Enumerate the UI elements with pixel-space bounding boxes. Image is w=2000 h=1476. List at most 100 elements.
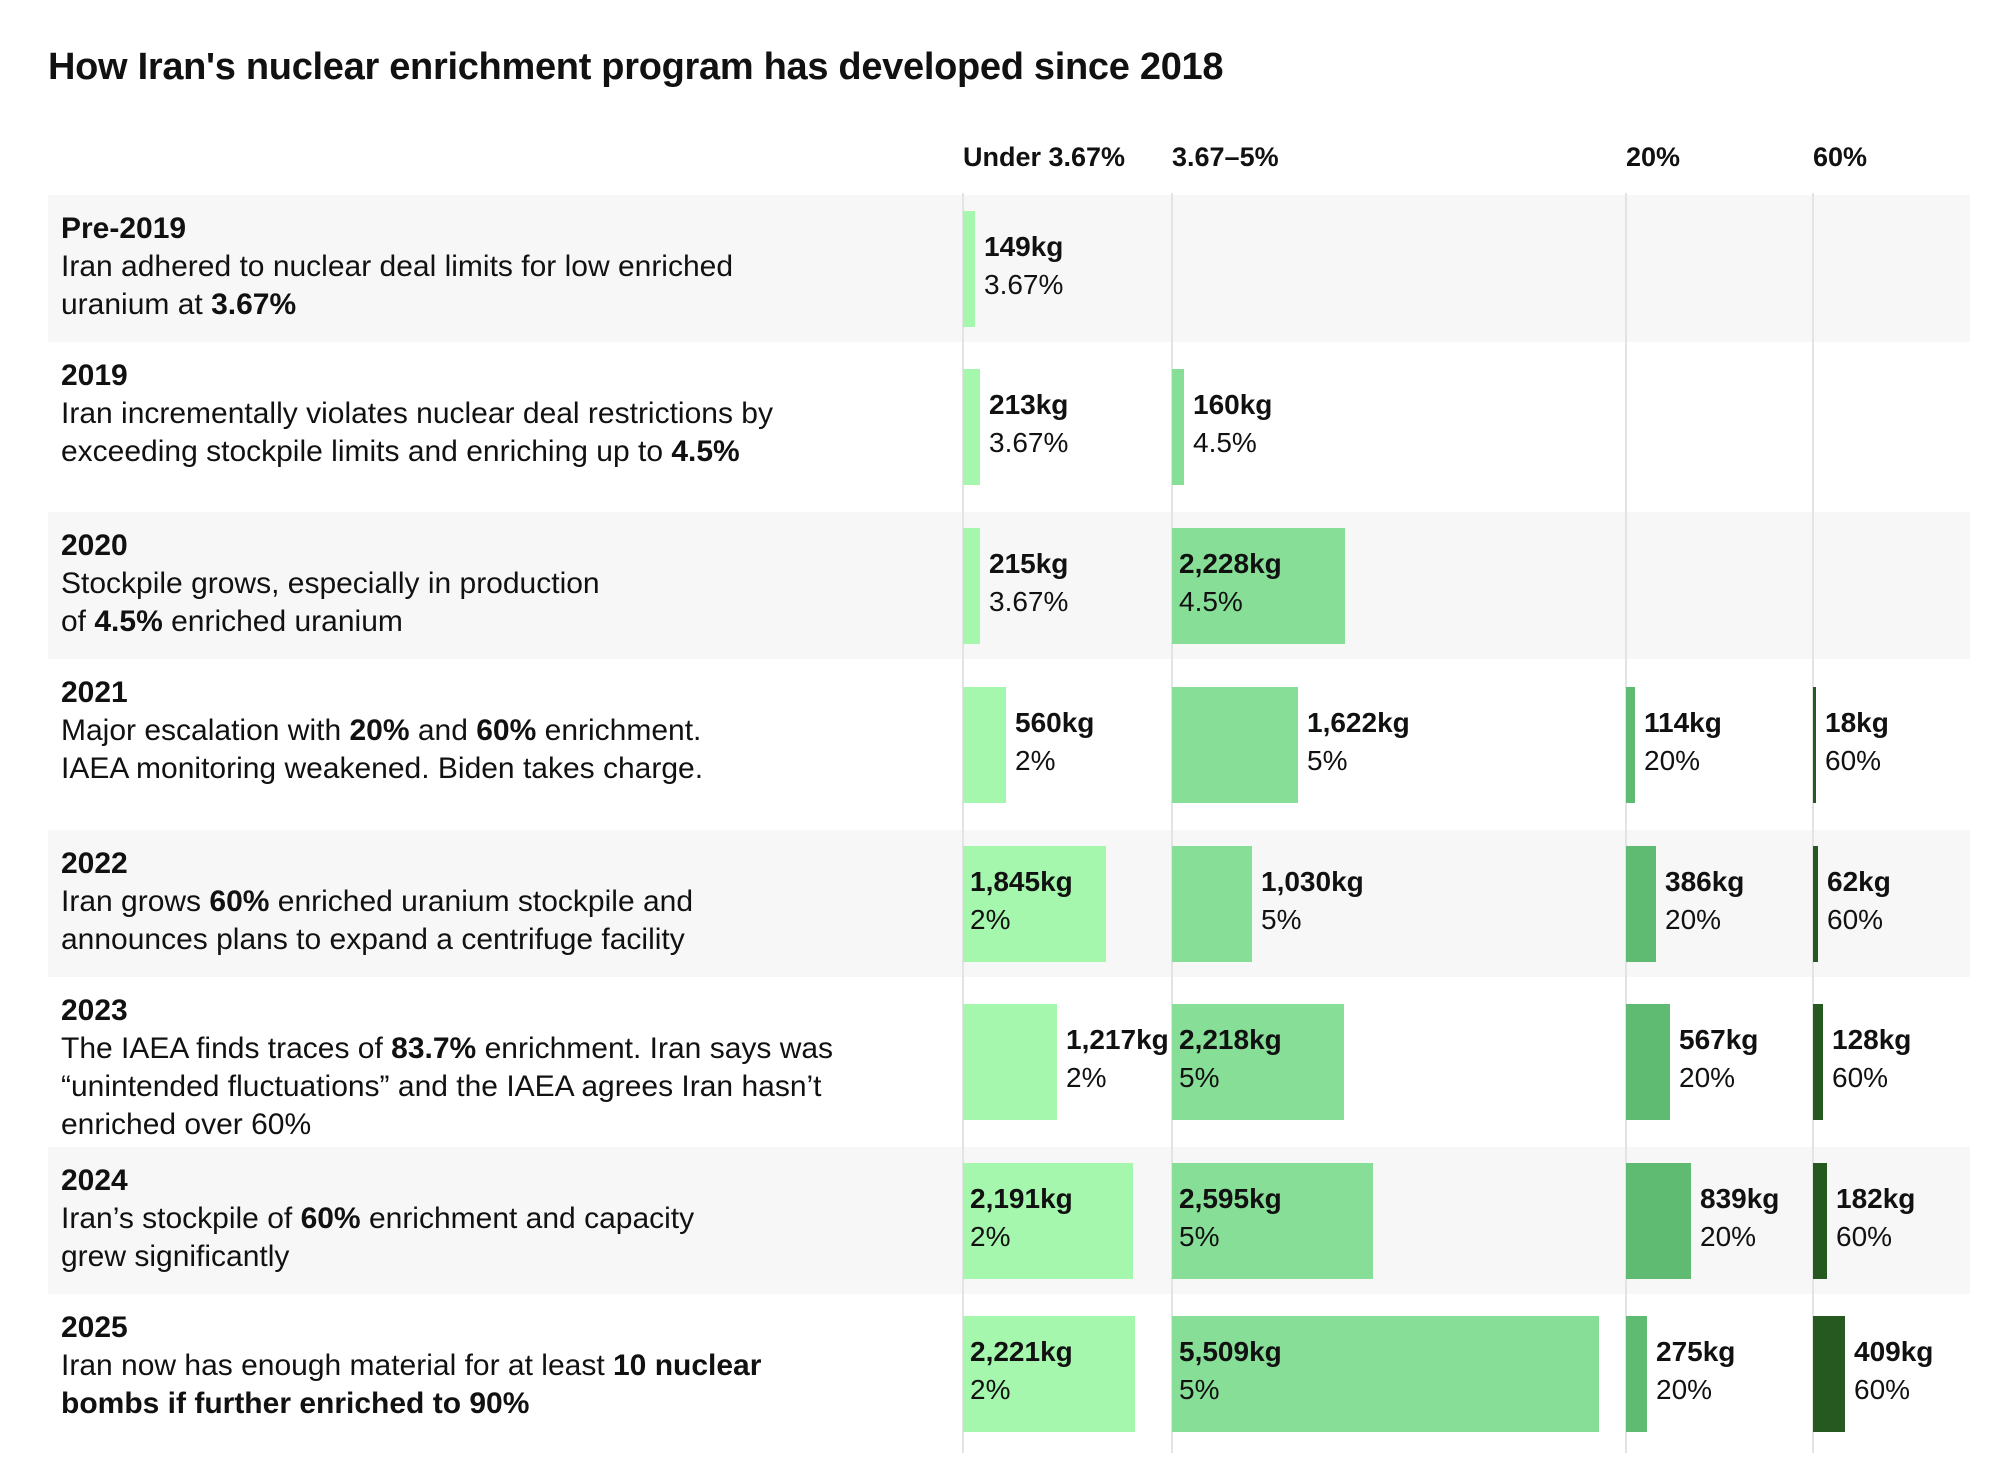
column-header-p60: 60% [1813,142,1868,172]
row-year: 2023 [61,994,128,1027]
bar-label-mid: 160kg 4.5% [1193,386,1272,462]
bar-percent-label: 3.67% [989,427,1069,458]
bar-value-label: 215kg [989,548,1069,579]
bar-p60 [1813,687,1816,803]
description-emphasis: 60% [476,714,537,747]
bar-under [963,687,1006,803]
row-year: Pre-2019 [61,212,187,245]
bar-label-p60: 62kg 60% [1827,863,1891,939]
description-emphasis: 10 nuclear [612,1349,762,1382]
description-emphasis: 83.7% [391,1032,477,1065]
bar-value-label: 2,191kg [970,1183,1073,1214]
bar-label-under: 215kg 3.67% [989,545,1068,621]
bar-under [963,1163,1133,1279]
bar-percent-label: 5% [1179,1221,1220,1252]
bar-p20 [1626,846,1656,962]
bar-value-label: 2,218kg [1179,1024,1282,1055]
description-text: enrichment and capacity [360,1202,695,1235]
bar-value-label: 560kg [1015,707,1095,738]
bar-value-label: 62kg [1827,866,1891,897]
description-text: and [409,714,477,747]
bar-value-label: 409kg [1854,1336,1934,1367]
description-text: exceeding stockpile limits and enriching… [61,435,672,468]
description-text: “unintended fluctuations” and the IAEA a… [61,1070,822,1103]
row-description-line: IAEA monitoring weakened. Biden takes ch… [61,750,931,788]
bar-percent-label: 5% [1261,904,1302,935]
row-description-block: 2025 Iran now has enough material for at … [61,1309,931,1423]
row-description-block: Pre-2019 Iran adhered to nuclear deal lim… [61,210,931,324]
description-emphasis: 20% [349,714,410,747]
bar-value-label: 2,595kg [1179,1183,1282,1214]
bar-value-label: 18kg [1825,707,1889,738]
row-description-line: bombs if further enriched to 90% [61,1385,931,1423]
description-text: enrichment. Iran says was [476,1032,834,1065]
bar-value-label: 114kg [1644,707,1722,738]
bar-percent-label: 60% [1854,1374,1911,1405]
bar-percent-label: 2% [970,1374,1011,1405]
row-description-line: Major escalation with 20% and 60% enrich… [61,712,931,750]
gridline-under [962,193,964,1453]
description-emphasis: 60% [300,1202,361,1235]
description-emphasis: bombs if further enriched to 90% [61,1387,530,1420]
bar-percent-label: 5% [1307,745,1348,776]
bar-percent-label: 20% [1644,745,1701,776]
bar-percent-label: 60% [1825,745,1882,776]
bar-label-p20: 275kg 20% [1656,1333,1735,1409]
row-background [48,195,1970,342]
row-year: 2022 [61,847,128,880]
row-description-line: The IAEA finds traces of 83.7% enrichmen… [61,1030,931,1068]
bar-percent-label: 3.67% [984,269,1064,300]
bar-mid [1172,687,1298,803]
description-text: Iran’s stockpile of [61,1202,301,1235]
bar-under [963,1316,1135,1432]
description-text: enrichment. [536,714,702,747]
gridline-mid [1171,193,1173,1453]
bar-label-mid: 1,622kg 5% [1307,704,1410,780]
bar-label-p20: 567kg 20% [1679,1021,1758,1097]
bar-mid [1172,528,1345,644]
bar-label-p20: 386kg 20% [1665,863,1744,939]
bar-value-label: 275kg [1656,1336,1736,1367]
bar-label-mid: 1,030kg 5% [1261,863,1364,939]
description-emphasis: 3.67% [211,288,297,321]
row-description-block: 2024 Iran’s stockpile of 60% enrichment a… [61,1162,931,1276]
bar-under [963,369,980,485]
row-year: 2020 [61,529,128,562]
bar-under [963,211,975,327]
row-description-line: enriched over 60% [61,1106,931,1144]
description-text: enriched uranium stockpile and [269,885,694,918]
bar-percent-label: 60% [1827,904,1884,935]
column-header-mid: 3.67–5% [1172,142,1279,172]
bar-percent-label: 5% [1179,1062,1220,1093]
description-text: Iran incrementally violates nuclear deal… [61,397,773,430]
bar-value-label: 1,622kg [1307,707,1410,738]
bar-percent-label: 20% [1656,1374,1713,1405]
bar-label-p60: 18kg 60% [1825,704,1889,780]
description-emphasis: 4.5% [94,605,163,638]
bar-percent-label: 4.5% [1193,427,1257,458]
bar-label-under: 1,217kg 2% [1066,1021,1169,1097]
bar-label-under: 2,221kg 2% [970,1333,1073,1409]
description-text: enriched uranium [162,605,403,638]
row-description-block: 2020 Stockpile grows, especially in produ… [61,527,931,641]
row-year: 2021 [61,676,128,709]
bar-mid [1172,846,1252,962]
column-header-p20: 20% [1626,142,1681,172]
row-description-line: exceeding stockpile limits and enriching… [61,433,931,471]
bar-label-under: 213kg 3.67% [989,386,1068,462]
description-text: Stockpile grows, especially in productio… [61,567,600,600]
bar-under [963,528,980,644]
bar-percent-label: 5% [1179,1374,1220,1405]
bar-percent-label: 60% [1836,1221,1893,1252]
description-text: The IAEA finds traces of [61,1032,392,1065]
bar-percent-label: 20% [1679,1062,1736,1093]
description-text: grew significantly [61,1240,290,1273]
row-description-line: of 4.5% enriched uranium [61,603,931,641]
row-description-line: Iran grows 60% enriched uranium stockpil… [61,883,931,921]
bar-value-label: 2,221kg [970,1336,1073,1367]
bar-percent-label: 4.5% [1179,586,1243,617]
bar-label-mid: 2,228kg 4.5% [1179,545,1282,621]
row-description-line: Iran adhered to nuclear deal limits for … [61,248,931,286]
bar-percent-label: 2% [1066,1062,1107,1093]
bar-label-mid: 2,218kg 5% [1179,1021,1282,1097]
